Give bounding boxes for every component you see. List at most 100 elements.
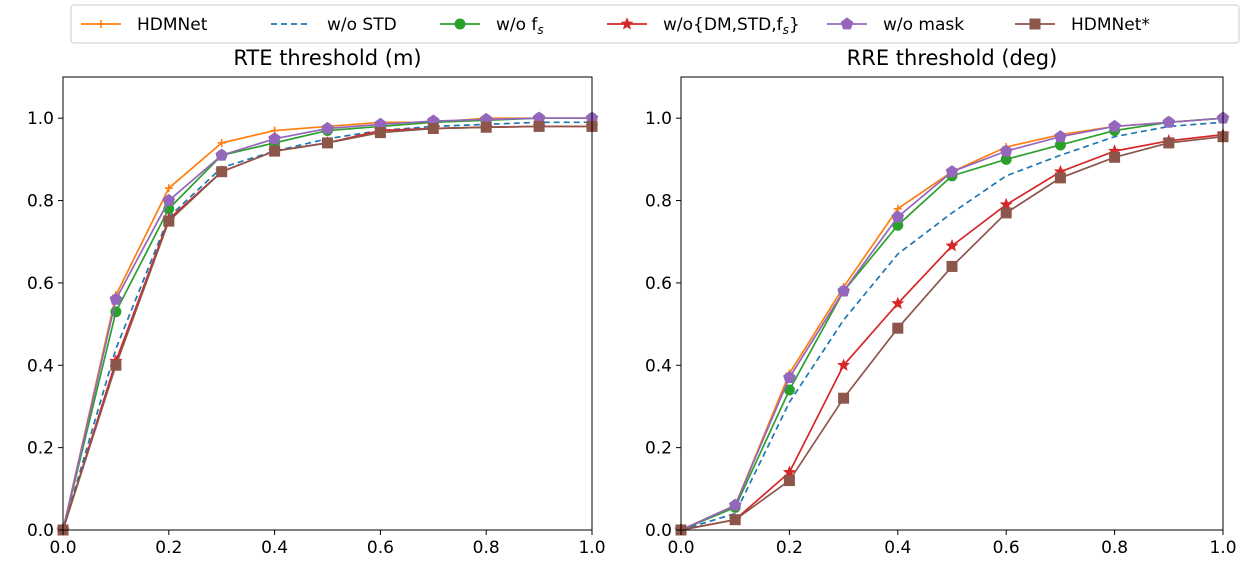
data-point xyxy=(945,165,959,178)
legend-marker xyxy=(97,20,105,28)
data-point xyxy=(1054,130,1067,143)
data-point xyxy=(110,359,122,371)
data-point xyxy=(782,465,796,478)
data-point xyxy=(480,121,492,133)
series-wo-mask xyxy=(674,111,1230,536)
x-tick-label: 0.8 xyxy=(1101,538,1128,558)
series-line xyxy=(62,117,592,531)
x-tick-label: 0.6 xyxy=(993,538,1020,558)
y-tick-label: 0.6 xyxy=(645,274,672,294)
legend-item-wo-std: w/o STD xyxy=(271,15,397,35)
y-tick-label: 0.4 xyxy=(27,356,54,376)
data-point xyxy=(215,148,228,161)
x-tick-label: 0.0 xyxy=(667,538,694,558)
data-point xyxy=(162,193,176,206)
legend-label: HDMNet xyxy=(137,15,208,35)
legend-label: w/o mask xyxy=(883,15,964,35)
legend-item-wo-dm-std-fs: w/o{DM,STD,fs} xyxy=(607,15,800,37)
data-point xyxy=(164,184,173,193)
x-tick-label: 0.4 xyxy=(884,538,911,558)
rre-panel: RRE threshold (deg) 0.0 0.2 0.4 0.6 0.8 1.0 0.0… xyxy=(645,46,1237,558)
series-line xyxy=(62,117,592,531)
x-tick-label: 0.6 xyxy=(367,538,394,558)
y-tick-label: 0.2 xyxy=(645,439,672,459)
x-tick-label: 0.4 xyxy=(261,538,288,558)
y-tick-label: 0.8 xyxy=(645,192,672,212)
series-wo-std xyxy=(680,121,1224,531)
series-line xyxy=(62,125,592,531)
series-wo-mask xyxy=(56,111,599,536)
legend: HDMNet w/o STD w/o fs w/o{DM,STD,fs} w/o mas… xyxy=(70,4,1240,44)
panel-title: RRE threshold (deg) xyxy=(847,46,1058,70)
data-point xyxy=(891,296,905,310)
data-point xyxy=(1000,207,1012,219)
data-point xyxy=(322,137,333,149)
legend-label: w/o{DM,STD,fs} xyxy=(663,15,800,37)
legend-item-hdmnet-star: HDMNet* xyxy=(1015,15,1150,35)
data-point xyxy=(838,392,850,404)
data-point xyxy=(728,498,742,511)
y-tick-label: 0.8 xyxy=(27,192,54,212)
data-point xyxy=(269,145,281,157)
y-tick-label: 1.0 xyxy=(27,109,54,129)
rte-panel: RTE threshold (m) 0.0 0.2 0.4 0.6 0.8 1.0 0.0 0.… xyxy=(27,46,606,558)
data-point xyxy=(837,284,850,297)
data-point xyxy=(891,210,905,223)
y-tick-label: 1.0 xyxy=(645,109,672,129)
series-wo-std xyxy=(62,121,592,531)
series-hdmnet-star xyxy=(57,120,598,536)
data-point xyxy=(783,371,796,383)
data-point xyxy=(109,292,123,305)
data-point xyxy=(837,358,851,371)
legend-label: w/o STD xyxy=(327,15,397,35)
series-wo-fs xyxy=(57,112,598,536)
data-point xyxy=(374,127,386,139)
legend-label: HDMNet* xyxy=(1071,15,1150,35)
data-point xyxy=(268,132,281,145)
data-point xyxy=(216,166,228,178)
data-point xyxy=(163,215,175,227)
series-line xyxy=(62,121,592,531)
y-tick-label: 0.0 xyxy=(645,521,672,541)
data-point xyxy=(533,120,545,132)
plot-frame xyxy=(680,76,1224,531)
legend-marker xyxy=(840,17,854,30)
series-line xyxy=(62,125,592,531)
x-tick-label: 0.2 xyxy=(155,538,182,558)
y-tick-label: 0.4 xyxy=(645,356,672,376)
data-point xyxy=(1163,137,1175,149)
series-wo-dm-std-fs xyxy=(674,127,1230,536)
data-point xyxy=(946,260,958,272)
data-point xyxy=(321,121,334,134)
data-point xyxy=(1109,151,1121,163)
y-tick-label: 0.0 xyxy=(27,521,54,541)
data-point xyxy=(783,475,795,487)
data-point xyxy=(999,144,1013,157)
y-tick-label: 0.6 xyxy=(27,274,54,294)
series-line xyxy=(680,121,1224,531)
series-hdmnet-star xyxy=(675,131,1229,536)
data-point xyxy=(1108,119,1121,132)
data-point xyxy=(217,138,226,147)
data-point xyxy=(945,238,959,252)
legend-box xyxy=(70,4,1240,44)
series-line xyxy=(680,135,1224,531)
legend-item-wo-fs: w/o fs xyxy=(440,15,544,37)
legend-marker xyxy=(454,18,466,30)
series-wo-dm-std-fs xyxy=(56,119,599,536)
data-point xyxy=(892,322,904,334)
data-point xyxy=(427,122,439,134)
legend-marker xyxy=(620,17,634,30)
data-point xyxy=(1054,172,1066,184)
panel-title: RTE threshold (m) xyxy=(233,46,421,70)
x-tick-label: 0.0 xyxy=(49,538,76,558)
x-tick-label: 0.2 xyxy=(776,538,803,558)
x-tick-label: 1.0 xyxy=(578,538,605,558)
series-line xyxy=(62,117,592,531)
y-tick-label: 0.2 xyxy=(27,439,54,459)
data-point xyxy=(999,197,1013,211)
data-point xyxy=(729,514,741,526)
x-tick-label: 1.0 xyxy=(1209,538,1236,558)
